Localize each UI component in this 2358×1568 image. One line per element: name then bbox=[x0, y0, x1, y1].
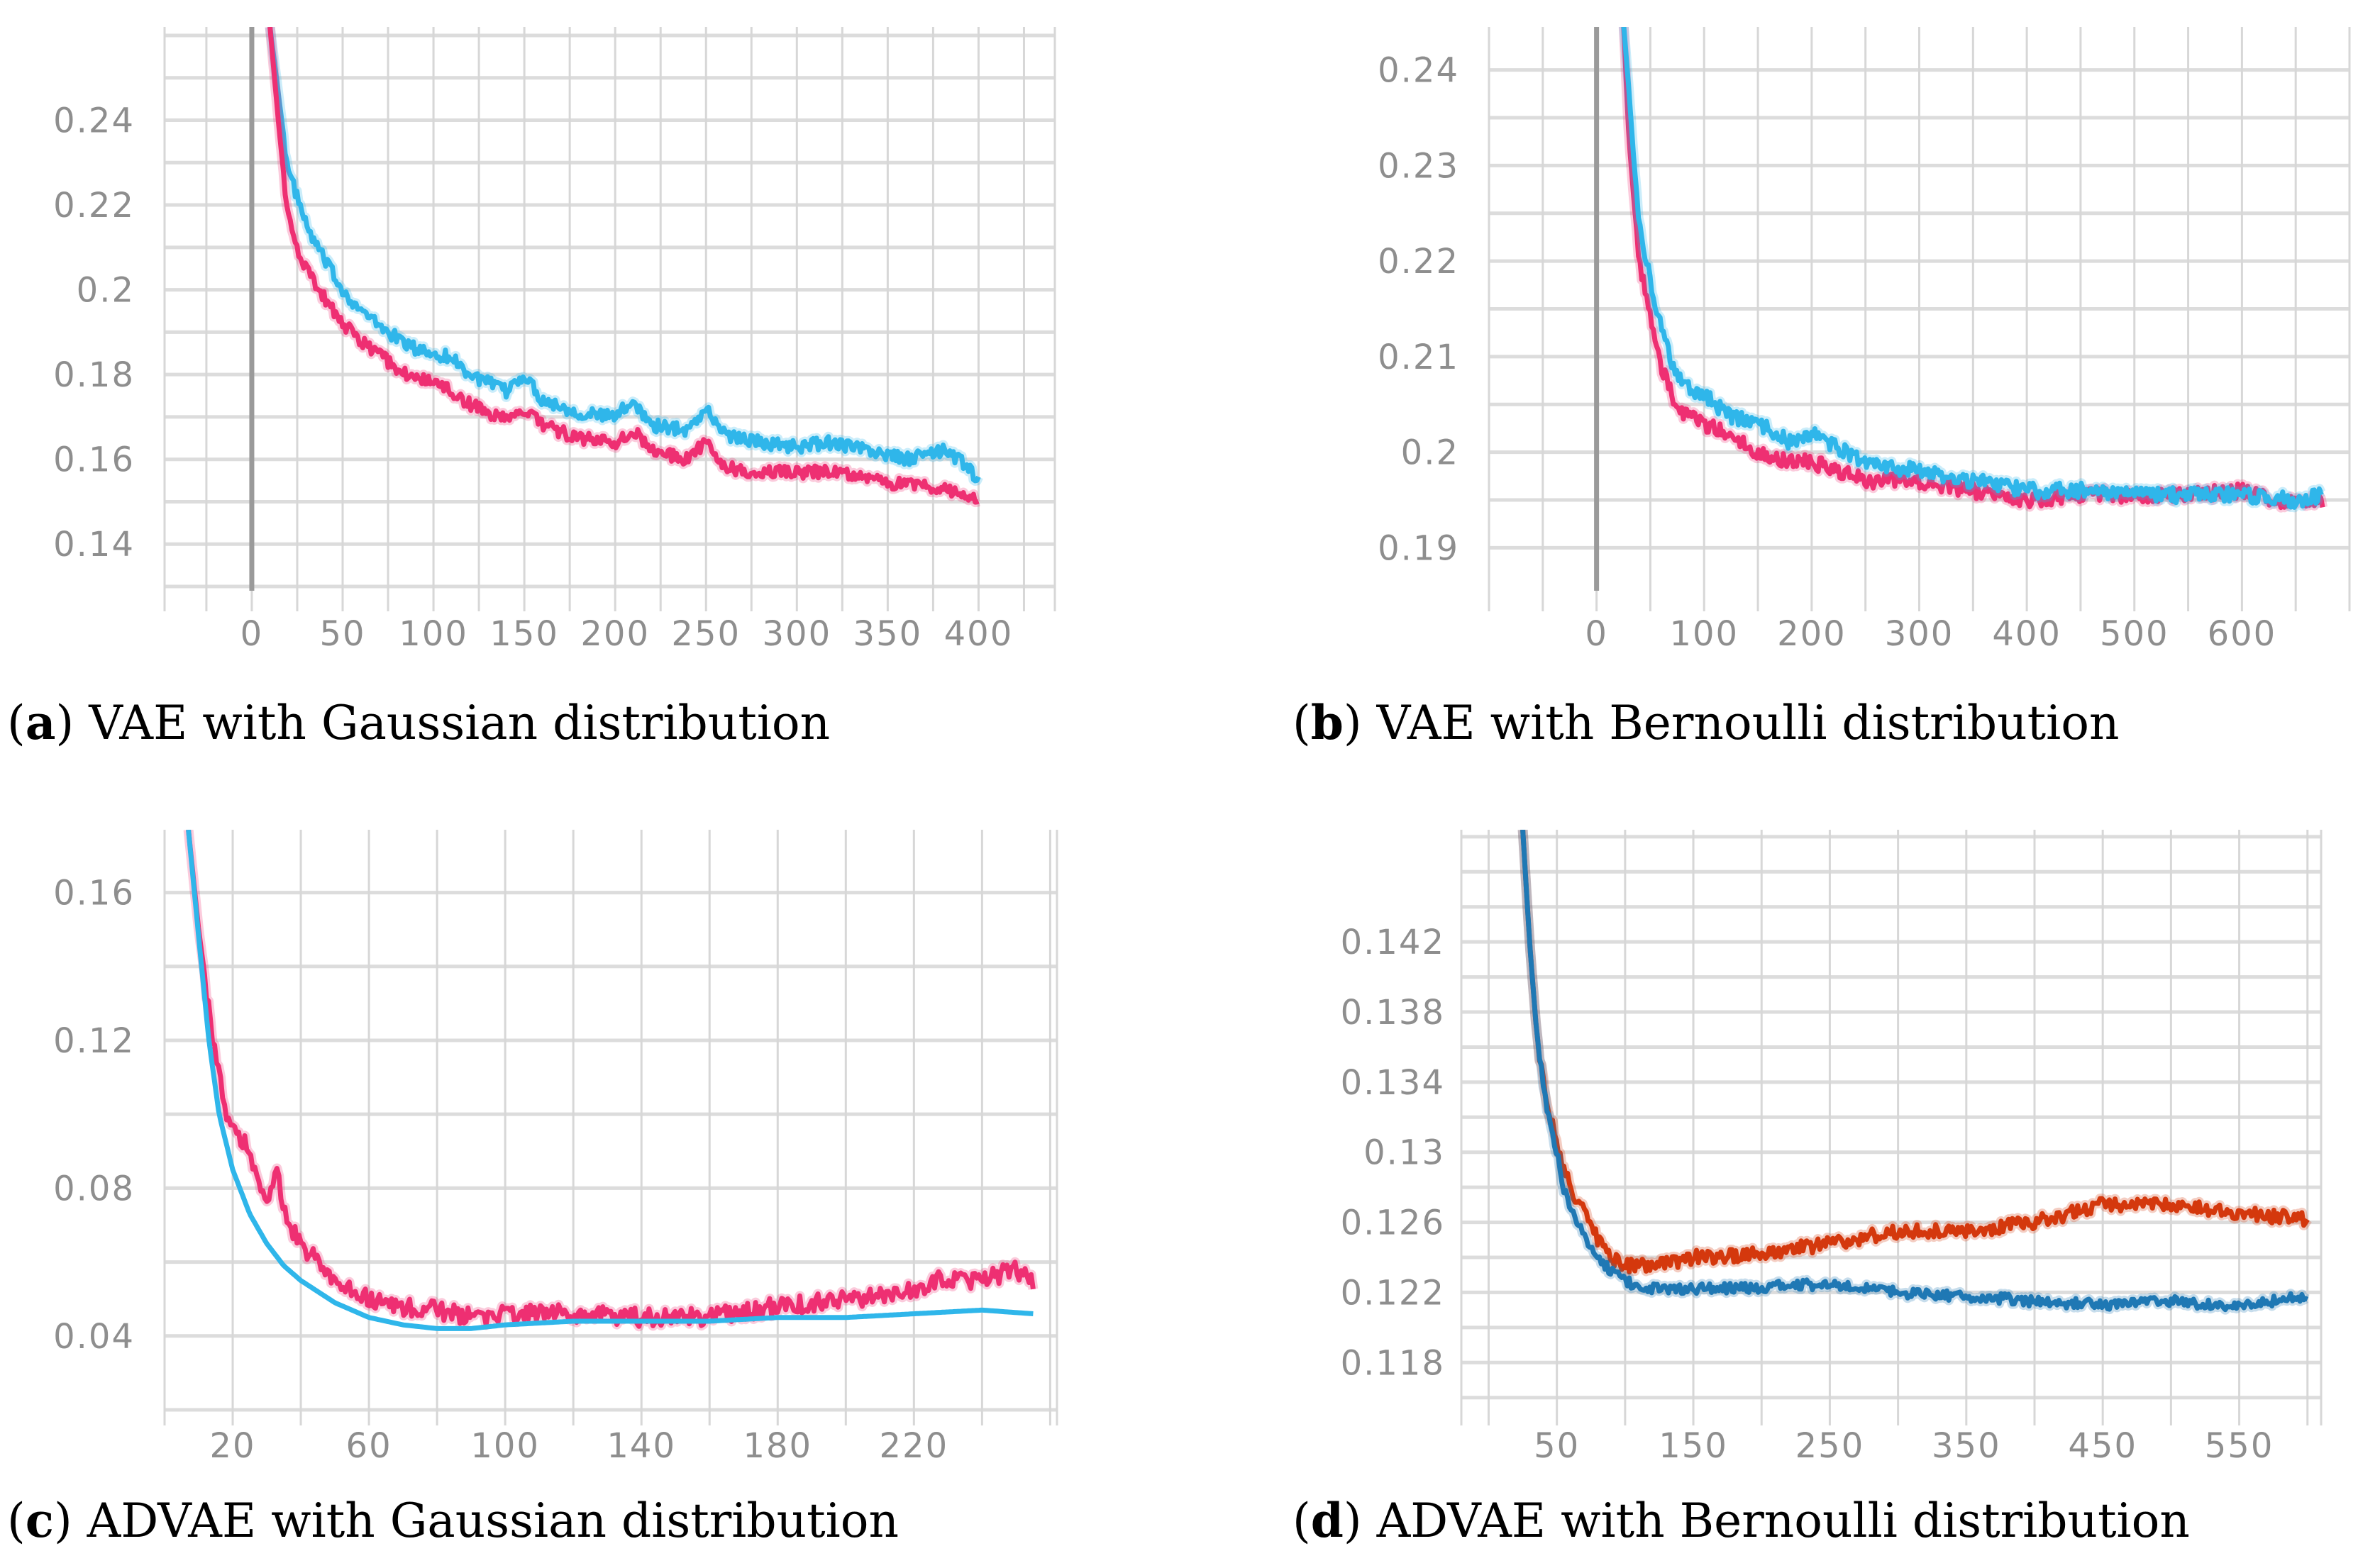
x-tick-label: 400 bbox=[944, 614, 1014, 654]
y-tick-label: 0.21 bbox=[1378, 338, 1459, 377]
y-tick-label: 0.19 bbox=[1378, 528, 1459, 568]
x-tick-label: 140 bbox=[607, 1426, 676, 1466]
x-tick-label: 20 bbox=[209, 1426, 255, 1466]
x-tick-label: 150 bbox=[489, 614, 559, 654]
x-tick-label: 200 bbox=[580, 614, 650, 654]
y-tick-label: 0.24 bbox=[1378, 51, 1459, 91]
chart-panel-d: 0.118 0.122 0.126 0.13 0.134 0.138 0.142 50 150 2… bbox=[1179, 784, 2358, 1568]
caption-d-title: ADVAE with Bernoulli distribution bbox=[1376, 1494, 2190, 1548]
x-tick-label: 100 bbox=[470, 1426, 540, 1466]
y-tick-label: 0.142 bbox=[1341, 923, 1445, 962]
grid-d bbox=[1460, 830, 2323, 1425]
x-tick-label: 250 bbox=[1795, 1426, 1865, 1466]
x-tick-label: 400 bbox=[1992, 614, 2061, 654]
y-tick-label: 0.16 bbox=[53, 874, 135, 913]
series-blue bbox=[1520, 830, 2309, 1313]
x-tick-label: 180 bbox=[743, 1426, 812, 1466]
y-tick-label: 0.134 bbox=[1341, 1063, 1445, 1103]
x-tick-label: 450 bbox=[2068, 1426, 2137, 1466]
x-tick-label: 300 bbox=[1885, 614, 1954, 654]
series-pink bbox=[186, 830, 1036, 1329]
caption-b-title: VAE with Bernoulli distribution bbox=[1376, 696, 2120, 750]
series-pink bbox=[267, 27, 980, 505]
x-tick-label: 0 bbox=[240, 614, 264, 654]
x-tick-label: 0 bbox=[1585, 614, 1608, 654]
caption-c: (c) ADVAE with Gaussian distribution bbox=[7, 1493, 900, 1548]
x-tick-label: 350 bbox=[1932, 1426, 2001, 1466]
y-tick-label: 0.16 bbox=[53, 440, 135, 480]
chart-a: 0.14 0.16 0.18 0.2 0.22 0.24 0 50 100 150 200 250 30… bbox=[53, 27, 1056, 654]
y-tick-label: 0.22 bbox=[53, 186, 135, 226]
series-cyan bbox=[186, 830, 1034, 1331]
chart-d: 0.118 0.122 0.126 0.13 0.134 0.138 0.142 50 150 2… bbox=[1341, 830, 2323, 1466]
caption-d-label: d bbox=[1310, 1493, 1344, 1548]
series-cyan bbox=[1621, 27, 2324, 510]
x-tick-label: 100 bbox=[399, 614, 468, 654]
grid-b bbox=[1488, 27, 2351, 611]
grid-a bbox=[163, 27, 1056, 611]
x-tick-label: 60 bbox=[346, 1426, 392, 1466]
y-tick-label: 0.2 bbox=[1401, 433, 1459, 473]
series-pink-raw bbox=[265, 27, 982, 508]
caption-a-title: VAE with Gaussian distribution bbox=[89, 696, 831, 750]
x-tick-label: 600 bbox=[2208, 614, 2277, 654]
x-tick-label: 250 bbox=[671, 614, 741, 654]
x-tick-label: 350 bbox=[853, 614, 923, 654]
chart-panel-a: 0.14 0.16 0.18 0.2 0.22 0.24 0 50 100 150 200 250 30… bbox=[0, 0, 1179, 784]
y-tick-label: 0.24 bbox=[53, 101, 135, 141]
x-tick-label: 300 bbox=[762, 614, 831, 654]
y-tick-label: 0.122 bbox=[1341, 1273, 1445, 1313]
chart-panel-c: 0.04 0.08 0.12 0.16 20 60 100 140 180 220 (c) ADV… bbox=[0, 784, 1179, 1568]
x-tick-label: 550 bbox=[2205, 1426, 2274, 1466]
y-tick-label: 0.118 bbox=[1341, 1343, 1445, 1383]
y-tick-label: 0.12 bbox=[53, 1021, 135, 1061]
y-tick-label: 0.04 bbox=[53, 1317, 135, 1357]
chart-c: 0.04 0.08 0.12 0.16 20 60 100 140 180 220 bbox=[53, 830, 1058, 1466]
x-tick-label: 50 bbox=[319, 614, 365, 654]
y-tick-label: 0.08 bbox=[53, 1169, 135, 1208]
x-tick-label: 100 bbox=[1669, 614, 1739, 654]
y-tick-label: 0.126 bbox=[1341, 1203, 1445, 1243]
y-tick-label: 0.138 bbox=[1341, 993, 1445, 1033]
series-cyan bbox=[267, 27, 981, 484]
caption-a: (a) VAE with Gaussian distribution bbox=[7, 695, 831, 750]
x-tick-label: 500 bbox=[2100, 614, 2169, 654]
caption-b: (b) VAE with Bernoulli distribution bbox=[1293, 695, 2120, 750]
x-tick-label: 200 bbox=[1777, 614, 1847, 654]
y-tick-label: 0.23 bbox=[1378, 146, 1459, 186]
x-tick-label: 50 bbox=[1534, 1426, 1580, 1466]
chart-b: 0.19 0.2 0.21 0.22 0.23 0.24 0 100 200 300 400 500 6… bbox=[1378, 27, 2351, 654]
x-tick-label: 150 bbox=[1659, 1426, 1728, 1466]
caption-c-label: c bbox=[25, 1493, 54, 1548]
y-tick-label: 0.13 bbox=[1363, 1133, 1445, 1173]
caption-b-label: b bbox=[1310, 695, 1344, 750]
grid-c bbox=[163, 830, 1058, 1425]
caption-c-title: ADVAE with Gaussian distribution bbox=[87, 1494, 900, 1548]
y-tick-label: 0.18 bbox=[53, 355, 135, 395]
y-tick-label: 0.2 bbox=[77, 271, 135, 311]
y-tick-label: 0.22 bbox=[1378, 242, 1459, 282]
caption-d: (d) ADVAE with Bernoulli distribution bbox=[1293, 1493, 2190, 1548]
series-red bbox=[1520, 830, 2310, 1275]
x-tick-label: 220 bbox=[880, 1426, 949, 1466]
y-tick-label: 0.14 bbox=[53, 525, 135, 565]
chart-panel-b: 0.19 0.2 0.21 0.22 0.23 0.24 0 100 200 300 400 500 6… bbox=[1179, 0, 2358, 784]
caption-a-label: a bbox=[25, 695, 56, 750]
